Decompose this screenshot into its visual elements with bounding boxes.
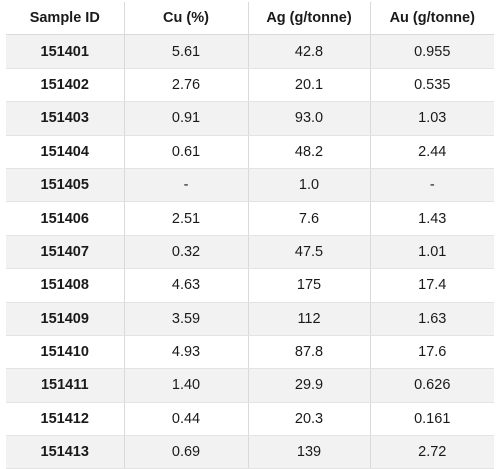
silver-cell: 87.8 [248,335,371,370]
table-row: 151411 1.40 29.9 0.626 [6,368,494,403]
table-row: 151401 5.61 42.8 0.955 [6,34,494,69]
silver-cell: 112 [248,302,371,336]
silver-cell: 47.5 [248,235,371,270]
sample-id-cell: 151404 [6,135,125,169]
silver-cell: 29.9 [248,368,371,403]
table-row: 151406 2.51 7.6 1.43 [6,201,494,236]
table-row: 151407 0.32 47.5 1.01 [6,235,494,270]
table-row: 151402 2.76 20.1 0.535 [6,68,494,103]
sample-id-cell: 151402 [6,68,125,103]
silver-cell: 20.1 [248,68,371,103]
gold-cell: 0.955 [370,34,494,69]
header-sample-id: Sample ID [6,2,125,36]
silver-cell: 48.2 [248,135,371,169]
gold-cell: 17.4 [370,268,494,303]
copper-cell: 4.93 [124,335,249,370]
silver-cell: 139 [248,435,371,469]
header-gold-gpt: Au (g/tonne) [370,2,494,36]
copper-cell: - [124,168,249,203]
copper-cell: 3.59 [124,302,249,336]
table-row: 151405 - 1.0 - [6,168,494,203]
silver-cell: 175 [248,268,371,303]
table-row: 151408 4.63 175 17.4 [6,268,494,303]
sample-id-cell: 151412 [6,402,125,437]
silver-cell: 42.8 [248,34,371,69]
copper-cell: 0.91 [124,101,249,136]
table-body: 151401 5.61 42.8 0.955 151402 2.76 20.1 … [6,34,494,469]
copper-cell: 0.61 [124,135,249,169]
header-copper-percent: Cu (%) [124,2,249,36]
table-row: 151412 0.44 20.3 0.161 [6,402,494,437]
assay-results-document: Sample ID Cu (%) Ag (g/tonne) Au (g/tonn… [6,2,494,469]
table-row: 151403 0.91 93.0 1.03 [6,101,494,136]
silver-cell: 1.0 [248,168,371,203]
silver-cell: 20.3 [248,402,371,437]
gold-cell: 1.03 [370,101,494,136]
silver-cell: 93.0 [248,101,371,136]
table-row: 151413 0.69 139 2.72 [6,435,494,469]
sample-id-cell: 151410 [6,335,125,370]
copper-cell: 1.40 [124,368,249,403]
copper-cell: 5.61 [124,34,249,69]
sample-id-cell: 151405 [6,168,125,203]
copper-cell: 4.63 [124,268,249,303]
gold-cell: 0.535 [370,68,494,103]
gold-cell: 17.6 [370,335,494,370]
header-silver-gpt: Ag (g/tonne) [248,2,371,36]
sample-id-cell: 151406 [6,201,125,236]
copper-cell: 2.76 [124,68,249,103]
sample-id-cell: 151411 [6,368,125,403]
gold-cell: 0.626 [370,368,494,403]
gold-cell: 1.63 [370,302,494,336]
sample-id-cell: 151401 [6,34,125,69]
table-row: 151410 4.93 87.8 17.6 [6,335,494,370]
sample-id-cell: 151403 [6,101,125,136]
copper-cell: 0.32 [124,235,249,270]
gold-cell: - [370,168,494,203]
copper-cell: 0.69 [124,435,249,469]
sample-id-cell: 151413 [6,435,125,469]
gold-cell: 1.43 [370,201,494,236]
gold-cell: 1.01 [370,235,494,270]
silver-cell: 7.6 [248,201,371,236]
gold-cell: 2.72 [370,435,494,469]
sample-id-cell: 151409 [6,302,125,336]
gold-cell: 0.161 [370,402,494,437]
copper-cell: 0.44 [124,402,249,437]
table-row: 151409 3.59 112 1.63 [6,302,494,336]
table-row: 151404 0.61 48.2 2.44 [6,135,494,169]
copper-cell: 2.51 [124,201,249,236]
assay-results-table: Sample ID Cu (%) Ag (g/tonne) Au (g/tonn… [6,2,494,469]
sample-id-cell: 151407 [6,235,125,270]
sample-id-cell: 151408 [6,268,125,303]
header-row: Sample ID Cu (%) Ag (g/tonne) Au (g/tonn… [6,2,494,36]
gold-cell: 2.44 [370,135,494,169]
table-header: Sample ID Cu (%) Ag (g/tonne) Au (g/tonn… [6,2,494,36]
